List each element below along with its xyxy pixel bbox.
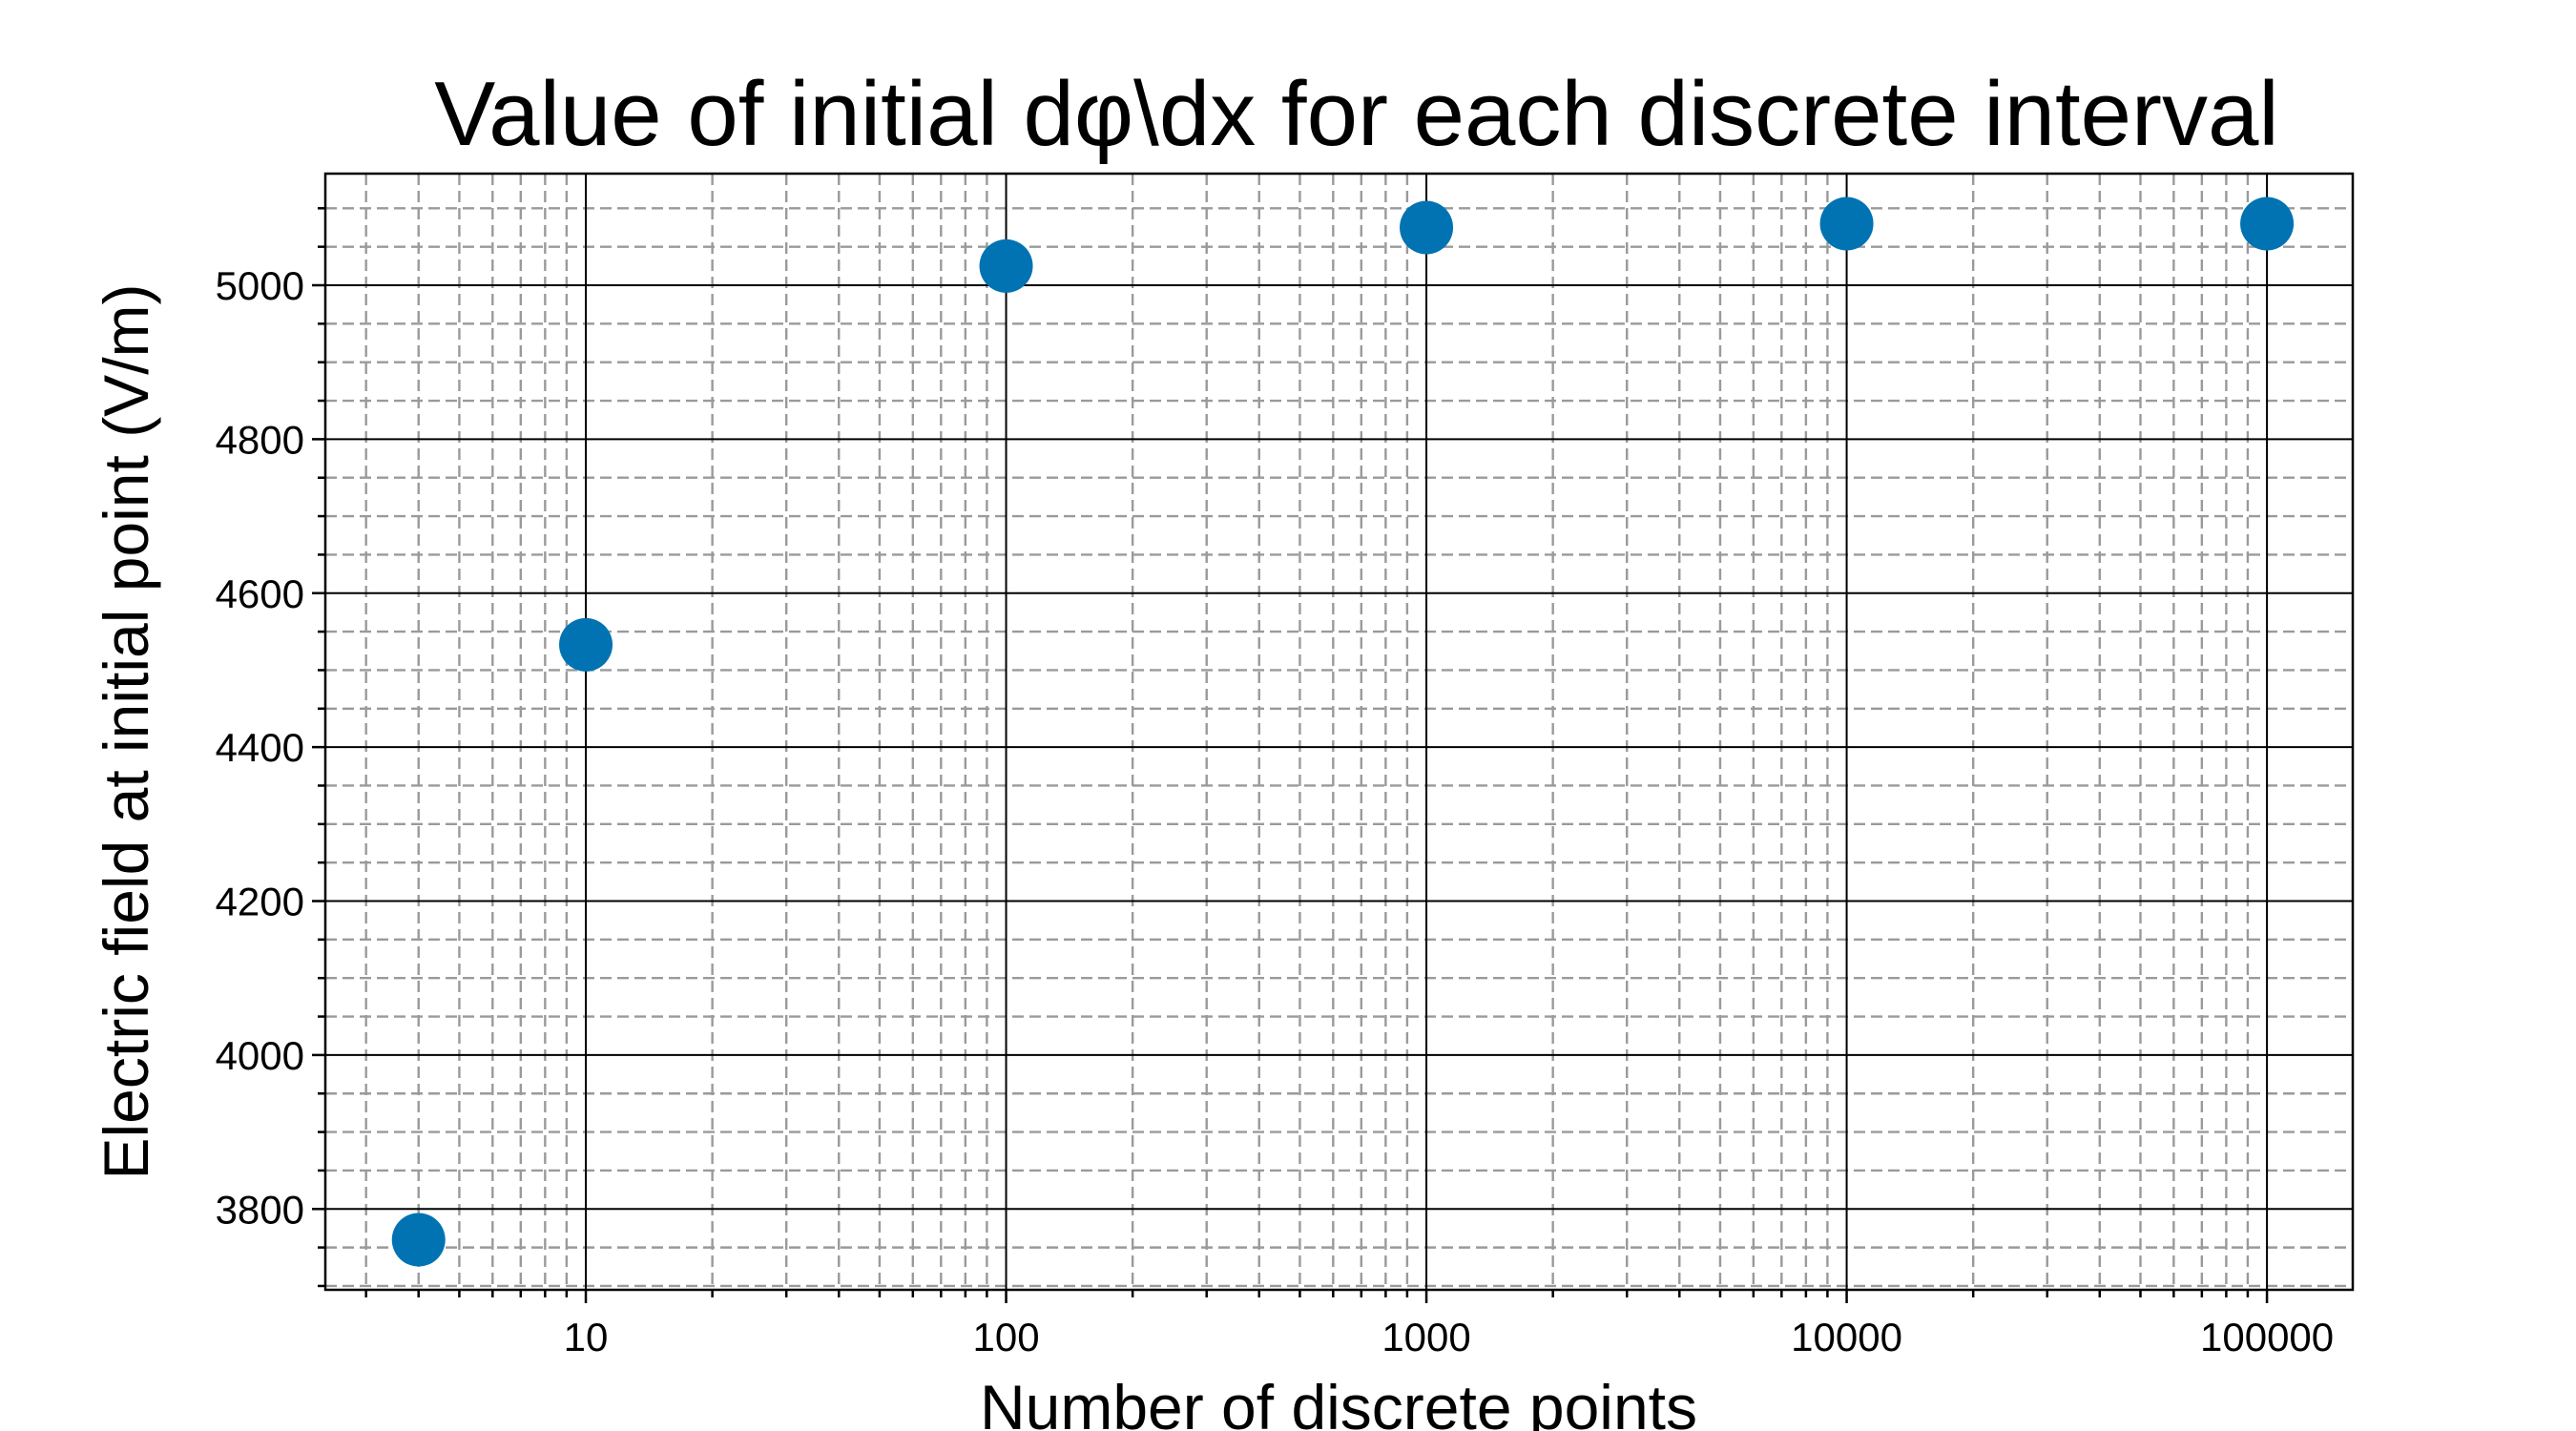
x-tick-label: 100000: [2200, 1315, 2334, 1359]
y-tick-label: 5000: [216, 263, 304, 308]
y-tick-label: 4400: [216, 725, 304, 770]
x-tick-labels: 10 100 1000 10000 100000: [564, 1315, 2334, 1359]
y-tick-label: 4800: [216, 417, 304, 462]
data-point: [1400, 200, 1454, 255]
y-axis-label: Electric field at initial point (V/m): [91, 284, 161, 1180]
x-tick-label: 10: [564, 1315, 609, 1359]
chart-title: Value of initial dφ\dx for each discrete…: [434, 63, 2278, 165]
data-points: [391, 197, 2295, 1267]
major-gridlines: [325, 174, 2353, 1290]
data-point: [1819, 197, 1874, 251]
data-point: [979, 238, 1033, 293]
x-tick-label: 10000: [1791, 1315, 1902, 1359]
minor-gridlines: [325, 174, 2353, 1290]
x-axis-label: Number of discrete points: [980, 1372, 1697, 1431]
y-tick-label: 4200: [216, 880, 304, 924]
y-tick-labels: 3800 4000 4200 4400 4600 4800 5000: [216, 263, 304, 1232]
plot-frame: [323, 172, 2355, 1292]
axis-ticks: [312, 207, 2269, 1303]
y-tick-label: 4600: [216, 571, 304, 616]
data-point: [391, 1213, 446, 1267]
x-tick-label: 1000: [1381, 1315, 1470, 1359]
y-tick-label: 4000: [216, 1033, 304, 1078]
data-point: [2240, 197, 2295, 251]
y-tick-label: 3800: [216, 1187, 304, 1232]
data-point: [559, 617, 613, 672]
x-tick-label: 100: [973, 1315, 1040, 1359]
